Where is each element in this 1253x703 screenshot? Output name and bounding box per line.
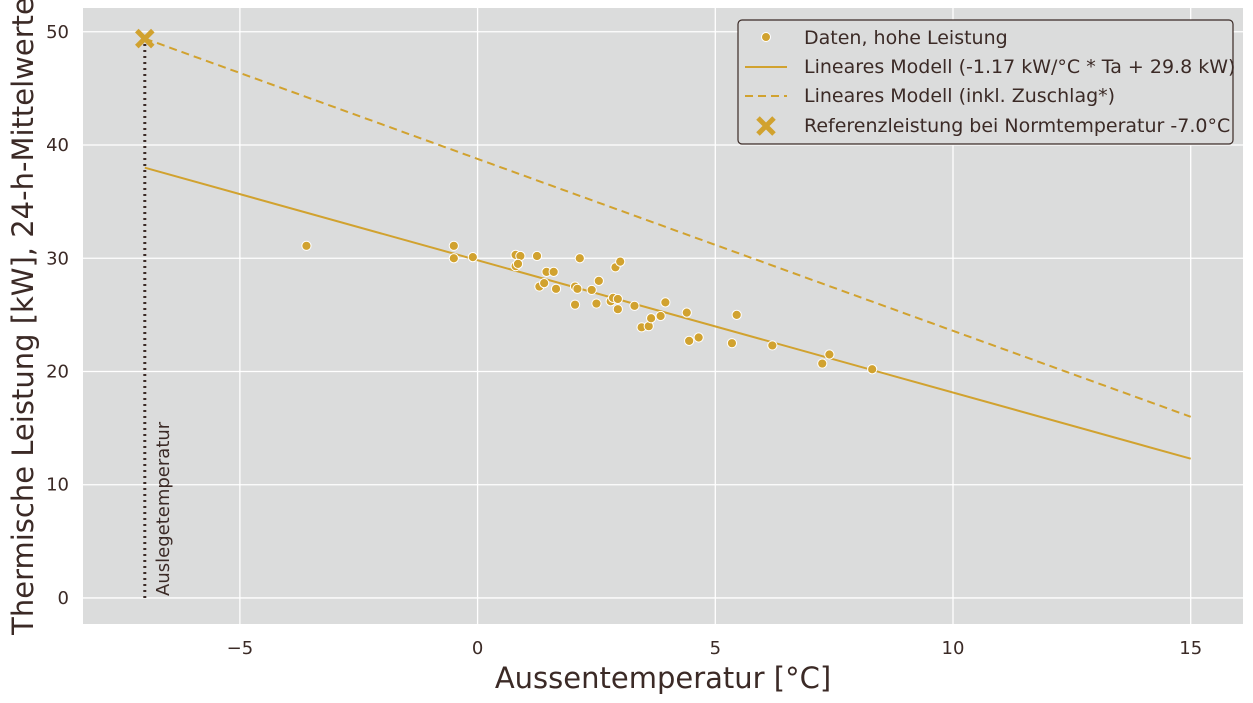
x-tick-label: 10 — [942, 638, 965, 659]
y-axis-label: Thermische Leistung [kW], 24-h-Mittelwer… — [6, 0, 40, 636]
data-point — [301, 240, 312, 251]
y-tick-label: 20 — [46, 361, 69, 382]
data-points — [301, 240, 878, 375]
x-tick-label: 5 — [710, 638, 721, 659]
data-point — [574, 253, 585, 264]
data-point — [448, 253, 459, 264]
data-point — [548, 266, 559, 277]
data-point — [817, 358, 828, 369]
y-tick-label: 50 — [46, 22, 69, 43]
x-tick-label: 0 — [472, 638, 483, 659]
data-point — [767, 340, 778, 351]
data-point — [615, 256, 626, 267]
data-point — [448, 240, 459, 251]
data-point — [550, 283, 562, 294]
data-point — [867, 364, 878, 375]
data-point — [569, 299, 581, 310]
data-point — [612, 293, 623, 305]
data-point — [726, 338, 738, 349]
data-point — [681, 307, 692, 318]
y-tick-label: 40 — [46, 135, 69, 156]
data-point — [539, 278, 550, 289]
y-tick-label: 30 — [46, 248, 69, 269]
annotation-auslegetemperatur: Auslegetemperatur — [153, 421, 174, 596]
data-point — [572, 283, 583, 294]
reference-marker — [135, 28, 155, 49]
data-point — [591, 298, 602, 309]
data-point — [593, 275, 604, 286]
data-point — [512, 258, 524, 270]
data-point — [629, 300, 640, 311]
data-point — [467, 252, 478, 263]
legend-label-model-line: Lineares Modell (-1.17 kW/°C * Ta + 29.8… — [804, 56, 1235, 78]
y-tick-label: 0 — [58, 588, 69, 609]
x-tick-label: −5 — [227, 638, 254, 659]
model-lines — [144, 37, 1192, 460]
reference-marker-group — [135, 28, 155, 49]
model-line-dashed — [144, 37, 1192, 418]
data-point — [586, 284, 597, 296]
legend-label-model-dashed: Lineares Modell (inkl. Zuschlag*) — [804, 85, 1115, 107]
data-point — [655, 310, 666, 322]
data-point — [693, 332, 704, 343]
model-line-solid — [144, 166, 1191, 460]
x-tick-labels: −5 0 5 10 15 — [227, 638, 1203, 659]
data-point — [531, 250, 543, 262]
y-tick-label: 10 — [46, 475, 69, 496]
legend-label-points: Daten, hohe Leistung — [804, 27, 1008, 49]
legend-frame — [737, 19, 1234, 145]
data-point — [646, 313, 657, 324]
data-point — [660, 297, 671, 308]
y-tick-labels: 0 10 20 30 40 50 — [46, 22, 69, 609]
data-point — [731, 309, 742, 320]
legend-label-reference-marker: Referenzleistung bei Normtemperatur -7.0… — [804, 115, 1230, 137]
data-point — [824, 349, 835, 360]
data-point — [612, 304, 623, 315]
x-axis-label: Aussentemperatur [°C] — [495, 661, 831, 695]
data-point — [684, 335, 695, 347]
legend: Daten, hohe Leistung Lineares Modell (-1… — [737, 19, 1235, 145]
legend-symbol-points — [761, 32, 771, 42]
legend-symbol-reference-marker — [756, 116, 776, 136]
x-tick-label: 15 — [1179, 638, 1202, 659]
